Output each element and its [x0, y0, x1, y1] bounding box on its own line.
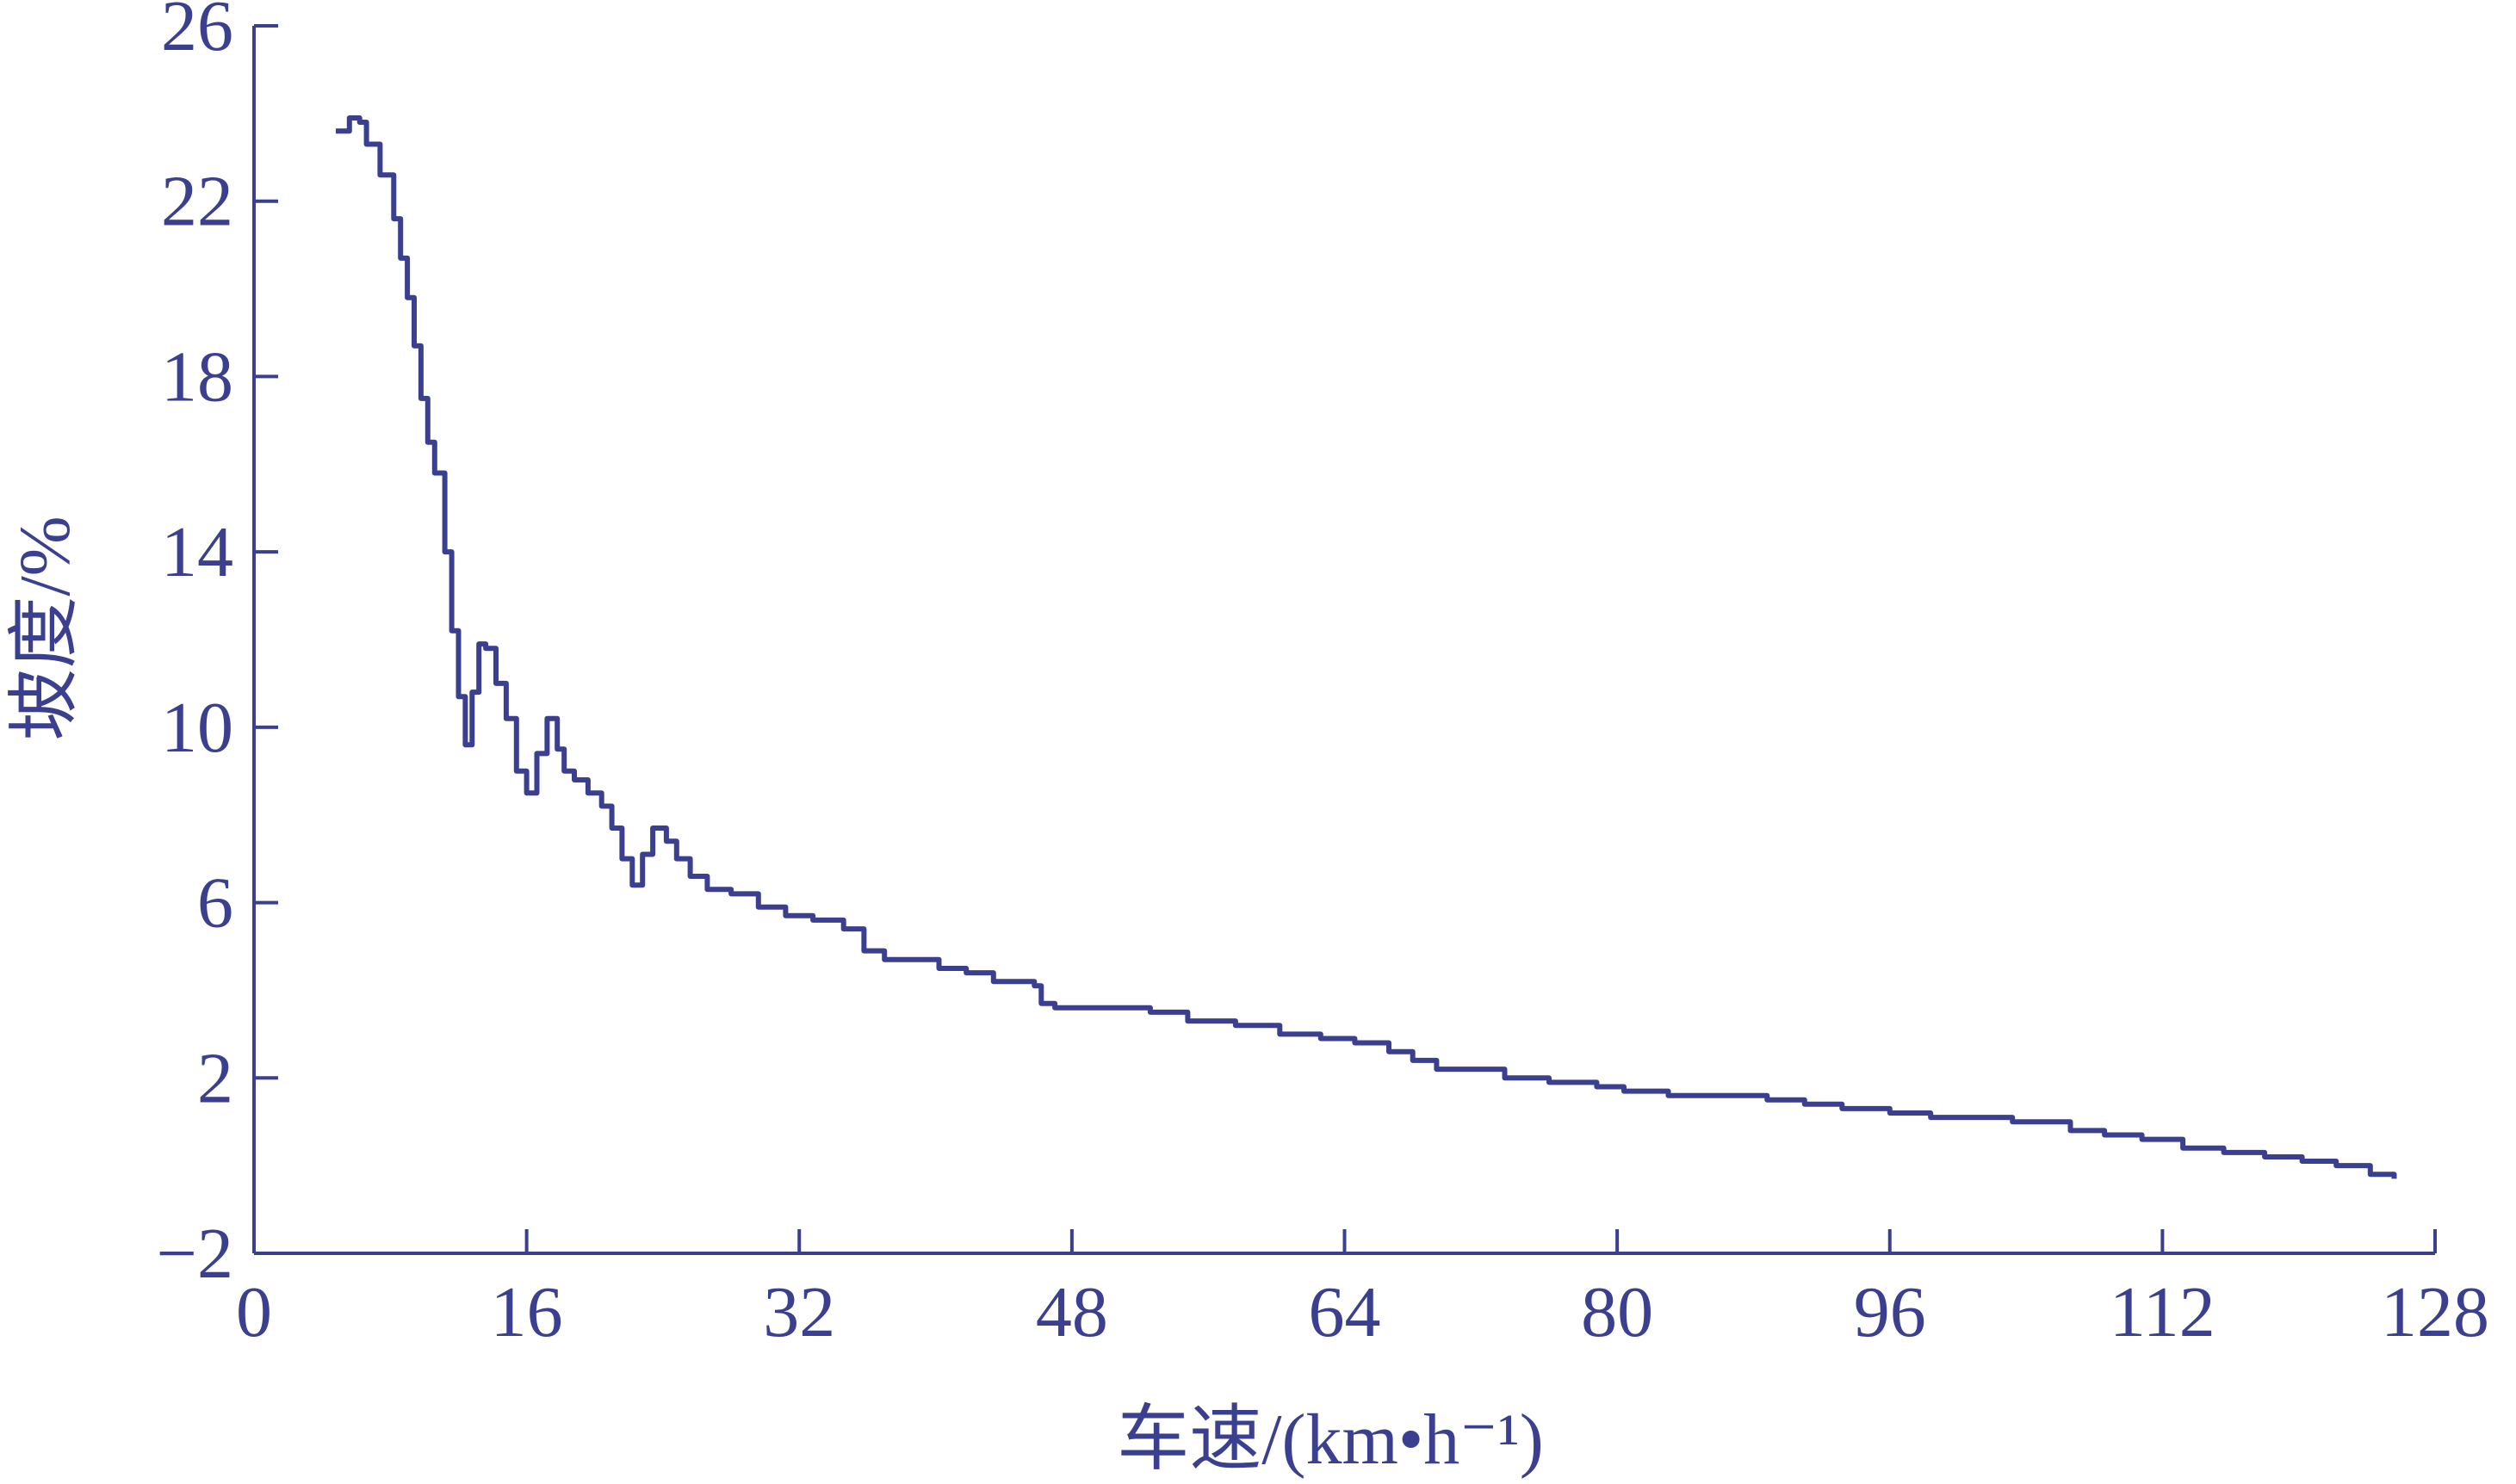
y-tick-label: 2: [197, 1038, 233, 1118]
y-ticks: [254, 24, 278, 1255]
y-tick-label: 14: [161, 512, 233, 592]
y-tick-label: 10: [161, 688, 233, 768]
y-tick-label: 22: [161, 162, 233, 242]
x-tick-label: 64: [1309, 1272, 1381, 1352]
y-tick-label: 26: [161, 0, 233, 66]
y-axis-label: 坡度/%: [5, 516, 85, 740]
x-tick-label: 96: [1854, 1272, 1926, 1352]
y-tick-label: 18: [161, 337, 233, 417]
y-tick-label: 6: [197, 863, 233, 943]
x-ticks: [252, 1229, 2437, 1253]
x-tick-label: 80: [1581, 1272, 1653, 1352]
x-tick-label: 16: [491, 1272, 563, 1352]
x-tick-label: 32: [763, 1272, 835, 1352]
x-tick-label: 112: [2110, 1272, 2215, 1352]
x-axis-label: 车速/(km•h⁻¹): [1117, 1400, 1544, 1480]
x-tick-label: 48: [1036, 1272, 1108, 1352]
x-tick-labels: 0 16 32 48 64 80 96 112 128: [236, 1272, 2489, 1352]
series-line: [336, 115, 2397, 1179]
x-tick-label: 0: [236, 1272, 272, 1352]
x-tick-label: 128: [2381, 1272, 2489, 1352]
y-tick-label: −2: [157, 1214, 233, 1294]
